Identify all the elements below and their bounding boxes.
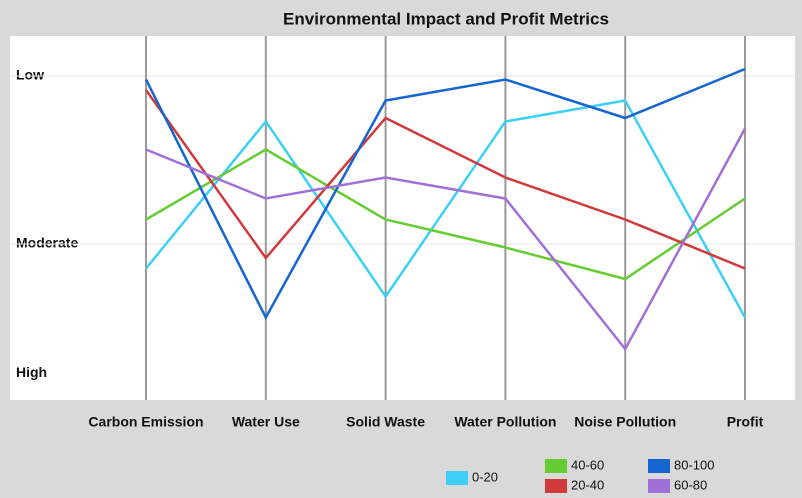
- legend-label: 40-60: [571, 457, 604, 472]
- x-tick-label: Water Use: [232, 414, 300, 430]
- legend-swatch: [545, 459, 567, 473]
- y-tick-label: High: [16, 364, 47, 380]
- y-tick-label: Low: [16, 67, 44, 83]
- series-line: [145, 148, 746, 281]
- series-line: [144, 67, 746, 321]
- legend-label: 80-100: [674, 457, 714, 472]
- legend-swatch: [545, 479, 567, 493]
- y-tick-label: Moderate: [16, 235, 78, 251]
- x-tick-label: Carbon Emission: [88, 414, 203, 430]
- x-tick-label: Profit: [727, 414, 764, 430]
- legend-label: 0-20: [472, 469, 498, 484]
- series-line: [144, 89, 746, 270]
- legend-swatch: [648, 479, 670, 493]
- legend-label: 20-40: [571, 477, 604, 492]
- legend-swatch: [446, 471, 468, 485]
- series-line: [145, 99, 747, 319]
- plot-area: [10, 36, 795, 400]
- x-tick-label: Noise Pollution: [574, 414, 676, 430]
- series-line: [145, 127, 747, 352]
- legend-label: 60-80: [674, 477, 707, 492]
- chart-title: Environmental Impact and Profit Metrics: [283, 9, 609, 28]
- x-tick-label: Water Pollution: [454, 414, 556, 430]
- legend-swatch: [648, 459, 670, 473]
- x-tick-label: Solid Waste: [346, 414, 425, 430]
